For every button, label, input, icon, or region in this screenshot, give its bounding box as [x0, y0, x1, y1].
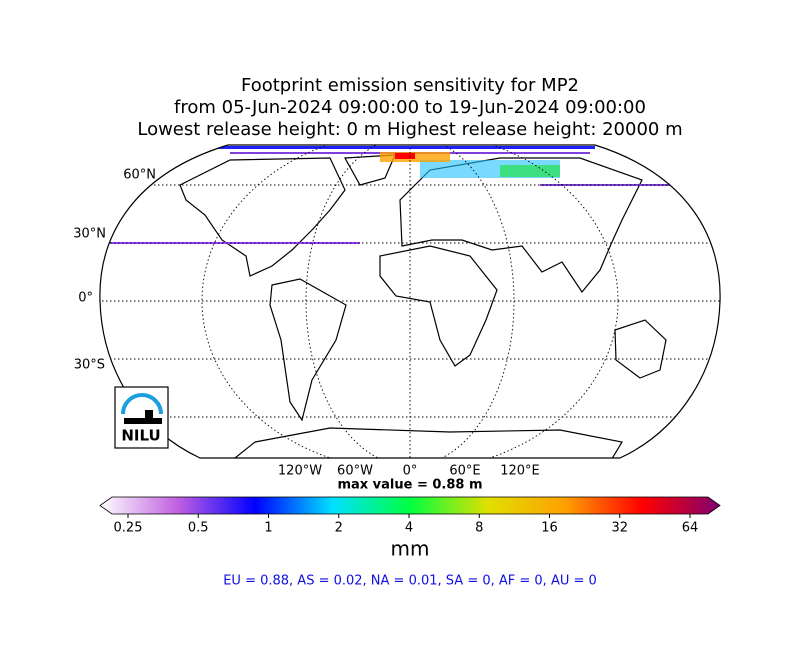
colorbar — [99, 496, 721, 515]
colorbar-unit: mm — [391, 537, 430, 561]
summary: EU = 0.88, AS = 0.02, NA = 0.01, SA = 0,… — [223, 574, 597, 589]
lon-label: 60°E — [449, 464, 480, 479]
map-border — [99, 144, 721, 459]
colorbar-tick-label: 32 — [611, 521, 628, 536]
lat-label: 30°S — [74, 358, 105, 373]
logo: NILU — [114, 386, 169, 449]
lon-label: 120°E — [500, 464, 540, 479]
lat-label: 30°N — [73, 227, 106, 242]
lon-label: 60°W — [337, 464, 373, 479]
graticule — [99, 145, 721, 458]
colorbar-tick-label: 8 — [475, 521, 483, 536]
colorbar-tick-label: 1 — [264, 521, 272, 536]
colorbar-tick-label: 64 — [682, 521, 699, 536]
colorbar-tick-label: 0.25 — [114, 521, 143, 536]
title-line: Footprint emission sensitivity for MP2 — [241, 75, 579, 96]
lat-label: 0° — [78, 291, 93, 306]
lon-label: 0° — [403, 464, 418, 479]
colorbar-tick-label: 4 — [405, 521, 413, 536]
logo-text: NILU — [121, 427, 160, 445]
colorbar-tick-label: 2 — [335, 521, 343, 536]
max-value: max value = 0.88 m — [337, 478, 482, 493]
title-line: from 05-Jun-2024 09:00:00 to 19-Jun-2024… — [174, 97, 646, 118]
colorbar-tick-label: 16 — [541, 521, 558, 536]
colorbar-tick-label: 0.5 — [188, 521, 209, 536]
lon-label: 120°W — [278, 464, 322, 479]
title-line: Lowest release height: 0 m Highest relea… — [137, 119, 682, 140]
lat-label: 60°N — [123, 168, 156, 183]
map — [99, 145, 721, 458]
